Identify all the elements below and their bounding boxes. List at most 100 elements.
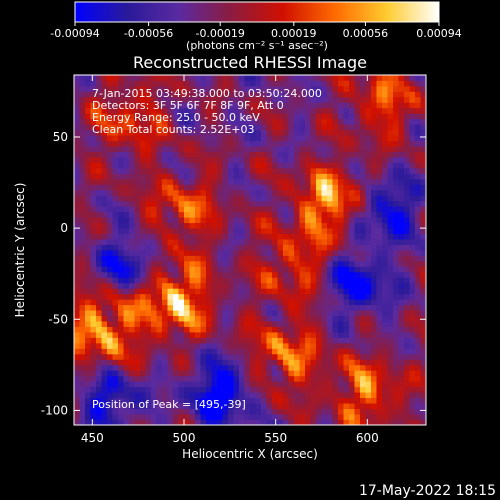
heatmap-cell bbox=[338, 255, 344, 262]
heatmap-cell bbox=[250, 250, 256, 256]
heatmap-cell bbox=[211, 386, 218, 393]
heatmap-cell bbox=[321, 419, 328, 425]
heatmap-cell bbox=[420, 151, 426, 158]
heatmap-cell bbox=[415, 250, 421, 256]
heatmap-cell bbox=[266, 266, 273, 273]
heatmap-cell bbox=[382, 244, 388, 251]
heatmap-cell bbox=[387, 419, 394, 425]
heatmap-cell bbox=[387, 414, 394, 420]
heatmap-cell bbox=[178, 260, 185, 267]
heatmap-cell bbox=[79, 217, 86, 224]
heatmap-cell bbox=[321, 135, 328, 142]
heatmap-cell bbox=[288, 386, 295, 393]
heatmap-cell bbox=[156, 157, 163, 163]
heatmap-cell bbox=[112, 200, 119, 207]
heatmap-cell bbox=[195, 80, 201, 87]
heatmap-cell bbox=[239, 200, 245, 207]
heatmap-cell bbox=[316, 233, 322, 240]
heatmap-cell bbox=[365, 91, 372, 98]
heatmap-cell bbox=[299, 151, 306, 158]
heatmap-cell bbox=[272, 244, 278, 251]
heatmap-cell bbox=[316, 282, 322, 289]
heatmap-cell bbox=[85, 233, 91, 240]
heatmap-cell bbox=[96, 118, 102, 125]
heatmap-cell bbox=[173, 195, 179, 202]
heatmap-cell bbox=[365, 332, 372, 338]
heatmap-cell bbox=[90, 293, 97, 300]
heatmap-cell bbox=[327, 189, 333, 196]
heatmap-cell bbox=[338, 375, 344, 382]
heatmap-cell bbox=[239, 217, 245, 224]
heatmap-cell bbox=[393, 96, 399, 103]
heatmap-cell bbox=[332, 239, 339, 245]
heatmap-cell bbox=[151, 157, 157, 163]
heatmap-cell bbox=[393, 381, 399, 388]
heatmap-cell bbox=[101, 419, 108, 425]
heatmap-cell bbox=[96, 222, 102, 229]
heatmap-cell bbox=[277, 326, 284, 333]
heatmap-cell bbox=[145, 206, 152, 213]
heatmap-cell bbox=[332, 167, 339, 174]
heatmap-cell bbox=[123, 364, 130, 371]
heatmap-cell bbox=[145, 146, 152, 152]
heatmap-cell bbox=[288, 288, 295, 295]
heatmap-cell bbox=[173, 392, 179, 399]
heatmap-cell bbox=[107, 195, 113, 202]
heatmap-cell bbox=[393, 397, 399, 404]
heatmap-cell bbox=[349, 118, 355, 125]
heatmap-cell bbox=[332, 266, 339, 273]
heatmap-cell bbox=[151, 315, 157, 322]
heatmap-cell bbox=[151, 282, 157, 289]
heatmap-cell bbox=[420, 85, 426, 92]
heatmap-cell bbox=[360, 310, 366, 317]
heatmap-cell bbox=[85, 293, 91, 300]
heatmap-cell bbox=[96, 107, 102, 114]
heatmap-cell bbox=[338, 75, 344, 81]
heatmap-cell bbox=[360, 392, 366, 399]
heatmap-cell bbox=[382, 222, 388, 229]
heatmap-cell bbox=[178, 107, 185, 114]
heatmap-cell bbox=[85, 173, 91, 180]
heatmap-cell bbox=[195, 342, 201, 349]
heatmap-cell bbox=[255, 118, 262, 125]
heatmap-cell bbox=[409, 167, 416, 174]
heatmap-cell bbox=[145, 260, 152, 267]
heatmap-cell bbox=[244, 184, 251, 191]
heatmap-cell bbox=[178, 173, 185, 180]
heatmap-cell bbox=[398, 184, 405, 191]
heatmap-cell bbox=[250, 217, 256, 224]
heatmap-cell bbox=[360, 85, 366, 92]
heatmap-cell bbox=[178, 282, 185, 289]
heatmap-cell bbox=[382, 107, 388, 114]
heatmap-cell bbox=[272, 151, 278, 158]
heatmap-cell bbox=[376, 244, 383, 251]
heatmap-cell bbox=[349, 293, 355, 300]
heatmap-cell bbox=[283, 107, 289, 114]
heatmap-cell bbox=[200, 157, 207, 163]
heatmap-cell bbox=[239, 419, 245, 425]
heatmap-cell bbox=[288, 348, 295, 355]
heatmap-cell bbox=[360, 157, 366, 163]
heatmap-cell bbox=[398, 85, 405, 92]
heatmap-cell bbox=[173, 282, 179, 289]
heatmap-cell bbox=[332, 244, 339, 251]
heatmap-cell bbox=[349, 364, 355, 371]
heatmap-cell bbox=[415, 266, 421, 273]
heatmap-cell bbox=[112, 85, 119, 92]
heatmap-cell bbox=[151, 381, 157, 388]
heatmap-cell bbox=[420, 288, 426, 295]
heatmap-cell bbox=[360, 124, 366, 131]
heatmap-cell bbox=[123, 332, 130, 338]
heatmap-cell bbox=[343, 282, 350, 289]
heatmap-cell bbox=[371, 266, 377, 273]
heatmap-cell bbox=[101, 414, 108, 420]
heatmap-cell bbox=[96, 157, 102, 163]
heatmap-cell bbox=[277, 173, 284, 180]
heatmap-cell bbox=[332, 375, 339, 382]
heatmap-cell bbox=[360, 359, 366, 366]
heatmap-cell bbox=[96, 397, 102, 404]
heatmap-cell bbox=[112, 129, 119, 136]
heatmap-cell bbox=[140, 184, 146, 191]
heatmap-cell bbox=[332, 414, 339, 420]
heatmap-cell bbox=[288, 233, 295, 240]
